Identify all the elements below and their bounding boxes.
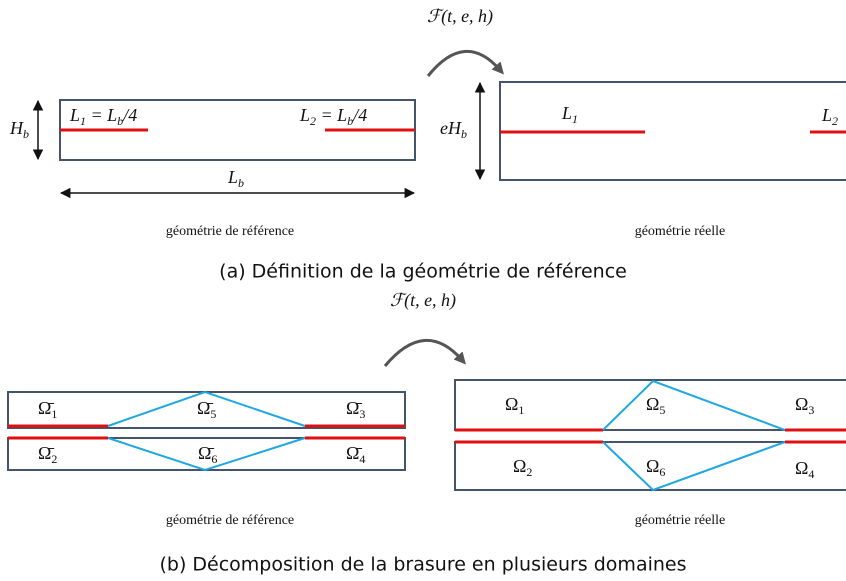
subscript: 2 — [51, 452, 57, 466]
math-label: Ω5 — [646, 394, 665, 417]
math-label: Ω̄6 — [198, 443, 217, 466]
sub-caption: géométrie de référence — [166, 224, 294, 239]
subscript: b — [117, 114, 123, 128]
label-part: eH — [440, 118, 462, 138]
math-label: Ω̄5 — [197, 398, 216, 421]
caption: (a) Définition de la géométrie de référe… — [219, 261, 627, 283]
label-part: Ω̄ — [38, 398, 54, 418]
label-part: Ω̄ — [197, 398, 213, 418]
label-part: Ω — [513, 456, 526, 476]
sub-caption: géométrie de référence — [166, 513, 294, 528]
label-part: Ω — [646, 456, 659, 476]
label-part: L — [561, 103, 572, 123]
math-label: L2 = Lb/4 — [299, 105, 367, 128]
label-part: Ω̄ — [346, 398, 362, 418]
math-label: Ω̄4 — [346, 443, 365, 466]
math-label: Ω̄3 — [346, 398, 365, 421]
label-part: ℱ(t, e, h) — [390, 290, 456, 311]
label-part: /4 — [352, 105, 367, 125]
domain-edge — [107, 437, 306, 472]
math-label: Lb — [227, 167, 244, 190]
subscript: 4 — [808, 467, 814, 481]
transform-arrow — [426, 50, 504, 77]
domain-edge — [602, 441, 786, 492]
subscript: b — [347, 114, 353, 128]
math-label: eHb — [440, 118, 467, 141]
label-part: = L — [316, 105, 347, 125]
domain-edge — [107, 390, 306, 427]
subscript: b — [461, 127, 467, 141]
math-label: Ω2 — [513, 456, 532, 479]
subscript: 2 — [526, 465, 532, 479]
subscript: 5 — [659, 403, 665, 417]
subscript: b — [23, 127, 29, 141]
math-label: L2 — [821, 105, 838, 128]
domain-rect — [454, 379, 846, 431]
subscript: 3 — [359, 407, 365, 421]
subscript: 1 — [518, 403, 524, 417]
math-label: L1 = Lb/4 — [69, 105, 137, 128]
math-label: Ω6 — [646, 456, 665, 479]
math-label: Hb — [9, 118, 29, 141]
label-part: /4 — [122, 105, 137, 125]
subscript: 2 — [310, 114, 316, 128]
transform-arrow — [383, 338, 466, 367]
subscript: 5 — [210, 407, 216, 421]
math-label: Ω1 — [505, 394, 524, 417]
domain-edge — [602, 379, 786, 431]
label-part: Ω — [646, 394, 659, 414]
math-label: Ω3 — [795, 394, 814, 417]
math-label: Ω̄1 — [38, 398, 57, 421]
subscript: 1 — [572, 112, 578, 126]
math-label: L1 — [561, 103, 578, 126]
subscript: 6 — [659, 465, 665, 479]
label-part: L — [227, 167, 238, 187]
subscript: b — [238, 176, 244, 190]
subscript: 4 — [359, 452, 365, 466]
sub-caption: géométrie réelle — [635, 513, 726, 528]
caption: (b) Décomposition de la brasure en plusi… — [159, 554, 686, 576]
label-part: H — [9, 118, 24, 138]
subscript: 2 — [832, 114, 838, 128]
math-label: Ω4 — [795, 458, 814, 481]
label-part: L — [821, 105, 832, 125]
math-label: ℱ(t, e, h) — [390, 290, 456, 311]
subscript: 1 — [80, 114, 86, 128]
sub-caption: géométrie réelle — [635, 224, 726, 239]
label-part: L — [299, 105, 310, 125]
subscript: 1 — [51, 407, 57, 421]
subscript: 3 — [808, 403, 814, 417]
label-part: ℱ(t, e, h) — [427, 6, 493, 27]
label-part: Ω — [795, 394, 808, 414]
label-part: Ω̄ — [38, 443, 54, 463]
label-part: Ω̄ — [346, 443, 362, 463]
math-label: Ω̄2 — [38, 443, 57, 466]
label-part: L — [69, 105, 80, 125]
math-label: ℱ(t, e, h) — [427, 6, 493, 27]
label-part: Ω — [505, 394, 518, 414]
subscript: 6 — [211, 452, 217, 466]
label-part: Ω̄ — [198, 443, 214, 463]
label-part: = L — [86, 105, 117, 125]
label-part: Ω — [795, 458, 808, 478]
